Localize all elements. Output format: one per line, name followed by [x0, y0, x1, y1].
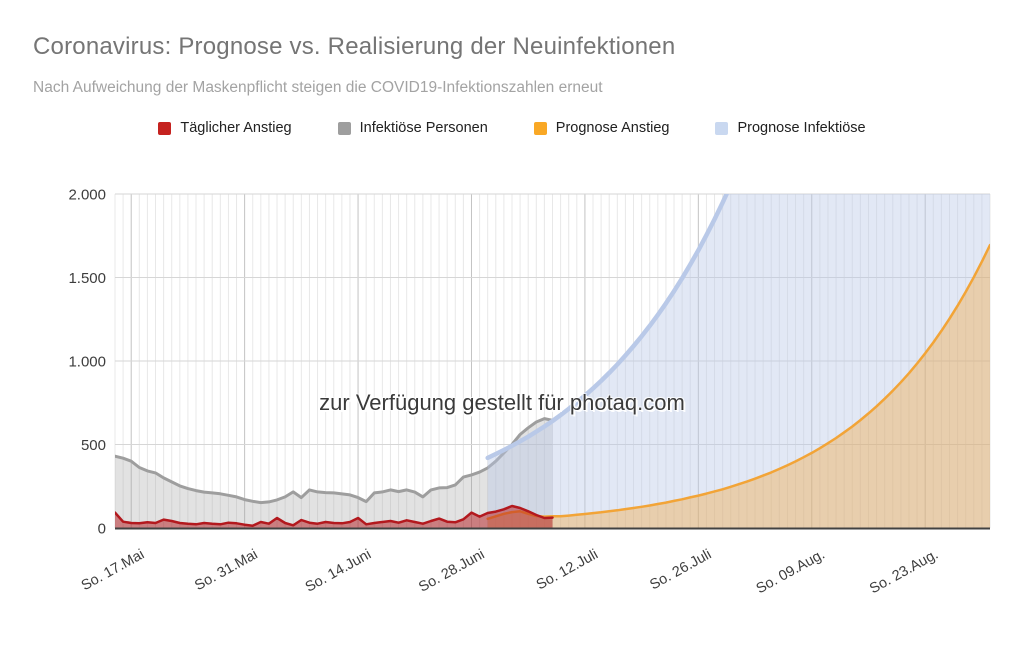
- y-tick-label: 1.000: [68, 354, 106, 371]
- legend-label: Prognose Anstieg: [555, 120, 670, 136]
- x-tick-label: So. 31.Mai: [192, 547, 260, 595]
- series-group: [115, 194, 990, 528]
- legend-item-prognose-infektioese: Prognose Infektiöse: [715, 120, 866, 136]
- y-axis-labels: 0 500 1.000 1.500 2.000: [68, 187, 106, 538]
- area-fill-prognose-anstieg: [487, 245, 990, 528]
- x-tick-label: So. 17.Mai: [79, 547, 147, 595]
- x-tick-label: So. 23.Aug.: [867, 547, 941, 598]
- chart-subtitle: Nach Aufweichung der Maskenpflicht steig…: [33, 79, 603, 96]
- series-line-t-glicher-anstieg: [115, 504, 554, 527]
- legend-swatch-gray: [337, 121, 351, 135]
- legend-label: Infektiöse Personen: [359, 120, 488, 136]
- series-line-prognose-anstieg: [486, 243, 990, 521]
- x-tick-label: So. 12.Juli: [534, 547, 601, 594]
- y-tick-label: 500: [81, 437, 106, 454]
- area-fill-t-glicher-anstieg: [115, 506, 553, 528]
- series-line-infekti-se-personen: [115, 417, 554, 505]
- legend-item-prognose-anstieg: Prognose Anstieg: [533, 120, 670, 136]
- legend-swatch-red: [158, 121, 172, 135]
- legend-swatch-orange: [533, 121, 547, 135]
- x-tick-label: So. 26.Juli: [647, 547, 714, 594]
- x-tick-label: So. 09.Aug.: [754, 547, 828, 598]
- legend-label: Täglicher Anstieg: [180, 120, 292, 136]
- y-tick-label: 1.500: [68, 270, 106, 287]
- series-line-prognose-infekti-se: [485, 194, 730, 461]
- legend-item-infektioese-personen: Infektiöse Personen: [337, 120, 488, 136]
- y-tick-label: 2.000: [68, 187, 106, 204]
- legend: Täglicher Anstieg Infektiöse Personen Pr…: [0, 120, 1024, 136]
- legend-swatch-blue: [715, 121, 729, 135]
- x-axis-labels: So. 17.Mai So. 31.Mai So. 14.Juni So. 28.Ju…: [79, 547, 941, 598]
- x-tick-label: So. 28.Juni: [416, 547, 487, 596]
- legend-item-taeglicher-anstieg: Täglicher Anstieg: [158, 120, 292, 136]
- area-fill-prognose-infekti-se: [487, 194, 990, 528]
- legend-label: Prognose Infektiöse: [737, 120, 866, 136]
- watermark: zur Verfügung gestellt für photaq.com: [319, 390, 685, 415]
- x-tick-label: So. 14.Juni: [303, 547, 374, 596]
- area-fill-infekti-se-personen: [115, 418, 553, 528]
- y-tick-label: 0: [98, 521, 106, 538]
- chart-title: Coronavirus: Prognose vs. Realisierung d…: [33, 33, 676, 60]
